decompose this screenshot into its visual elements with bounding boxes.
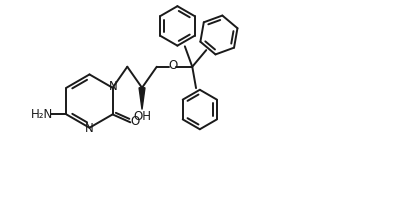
Text: N: N bbox=[109, 80, 118, 93]
Text: OH: OH bbox=[133, 110, 151, 123]
Text: O: O bbox=[168, 59, 177, 72]
Text: N: N bbox=[85, 122, 94, 135]
Polygon shape bbox=[139, 88, 145, 110]
Text: H₂N: H₂N bbox=[31, 108, 53, 121]
Text: O: O bbox=[131, 115, 140, 128]
